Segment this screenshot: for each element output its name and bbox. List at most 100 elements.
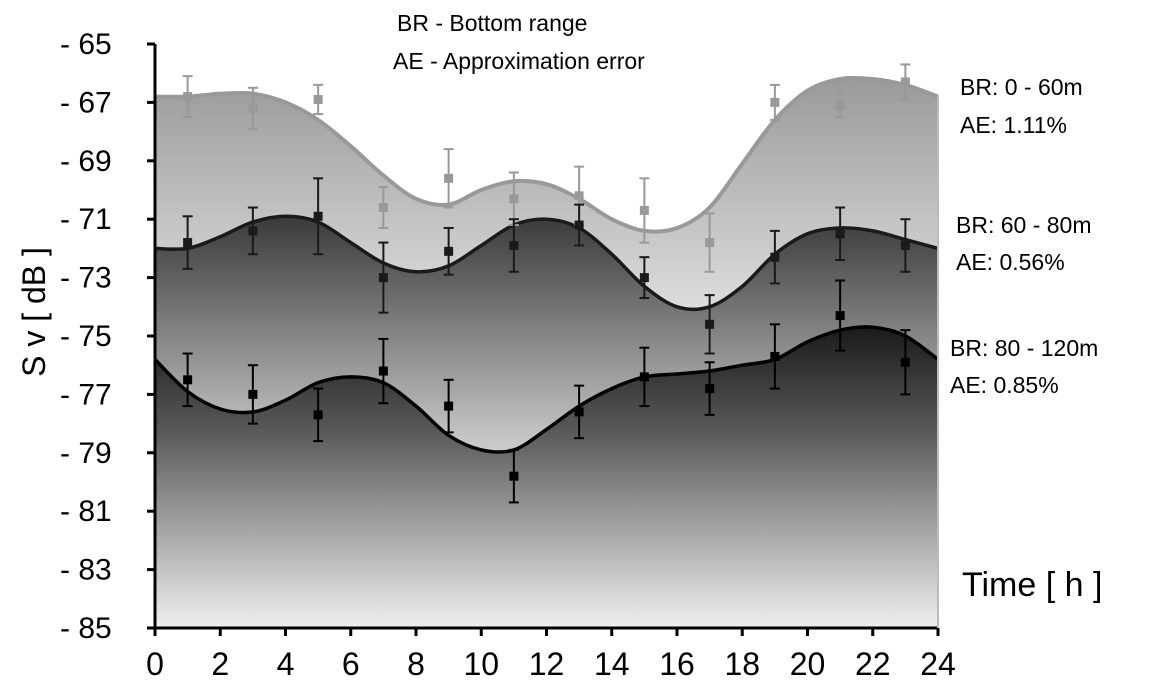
- x-ticks: 0 2 4 6 8 10 12 14 16 18 20 22 24: [146, 628, 956, 682]
- data-point-80-120m-t9: [443, 378, 454, 434]
- marker: [378, 273, 388, 283]
- x-axis-label: Time [ h ]: [962, 566, 1102, 604]
- y-tick-label: - 77: [60, 378, 112, 411]
- data-point-0-60m-t15: [639, 177, 650, 244]
- marker: [835, 311, 845, 321]
- marker: [770, 252, 780, 262]
- annotation-br-80-120: BR: 80 - 120m: [950, 335, 1098, 361]
- marker: [248, 389, 258, 399]
- marker: [705, 238, 715, 248]
- series-areas: [155, 77, 938, 629]
- x-tick-label: 8: [407, 646, 425, 682]
- y-tick-label: - 81: [60, 495, 112, 528]
- y-tick-label: - 75: [60, 320, 112, 353]
- marker: [183, 238, 193, 248]
- marker: [639, 372, 649, 382]
- data-point-60-80m-t9: [443, 226, 454, 276]
- data-point-0-60m-t9: [443, 148, 454, 209]
- data-point-0-60m-t5: [313, 83, 324, 116]
- x-tick-label: 4: [277, 646, 295, 682]
- marker: [444, 401, 454, 411]
- data-point-80-120m-t5: [313, 387, 324, 443]
- data-point-80-120m-t23: [900, 329, 911, 396]
- fit-line-0-60m: [154, 75, 939, 234]
- marker: [574, 407, 584, 417]
- area-80-120m: [155, 326, 938, 628]
- data-point-60-80m-t11: [508, 218, 519, 273]
- marker: [509, 240, 519, 250]
- x-tick-label: 6: [342, 646, 360, 682]
- data-point-60-80m-t17: [704, 294, 715, 355]
- fit-curves: [153, 75, 940, 454]
- data-point-80-120m-t1: [182, 352, 193, 408]
- marker: [639, 273, 649, 283]
- data-point-60-80m-t3: [247, 206, 258, 256]
- y-tick-label: - 79: [60, 437, 112, 470]
- x-tick-label: 16: [659, 646, 695, 682]
- legend-entry-br: BR - Bottom range: [397, 10, 587, 36]
- marker: [248, 103, 258, 113]
- annotation-br-0-60: BR: 0 - 60m: [960, 74, 1083, 100]
- x-tick-label: 10: [463, 646, 499, 682]
- marker: [313, 410, 323, 420]
- y-axis-label: S v [ dB ]: [16, 247, 52, 377]
- x-tick-label: 2: [211, 646, 229, 682]
- marker: [183, 92, 193, 102]
- marker: [705, 319, 715, 329]
- marker: [770, 97, 780, 107]
- marker: [900, 77, 910, 87]
- data-point-80-120m-t15: [639, 346, 650, 408]
- data-point-80-120m-t13: [574, 384, 585, 440]
- series-annotations: BR: 0 - 60m AE: 1.11% BR: 60 - 80m AE: 0…: [950, 74, 1098, 398]
- data-point-80-120m-t7: [378, 337, 389, 405]
- marker: [313, 211, 323, 221]
- marker: [378, 366, 388, 376]
- data-point-60-80m-t23: [900, 218, 911, 273]
- y-tick-label: - 73: [60, 262, 112, 295]
- data-point-80-120m-t21: [835, 279, 846, 352]
- data-point-60-80m-t13: [574, 203, 585, 247]
- y-tick-label: - 67: [60, 86, 112, 119]
- data-point-0-60m-t19: [769, 83, 780, 121]
- data-point-60-80m-t21: [835, 206, 846, 262]
- data-point-60-80m-t15: [639, 256, 650, 300]
- marker: [900, 240, 910, 250]
- y-tick-label: - 71: [60, 203, 112, 236]
- data-point-0-60m-t3: [247, 86, 258, 130]
- error-bars: [182, 63, 911, 504]
- data-point-80-120m-t17: [704, 361, 715, 416]
- y-tick-label: - 69: [60, 145, 112, 178]
- x-tick-label: 22: [855, 646, 891, 682]
- data-point-80-120m-t19: [769, 323, 780, 390]
- legend: BR - Bottom range AE - Approximation err…: [393, 10, 645, 74]
- data-point-60-80m-t19: [769, 229, 780, 285]
- marker: [183, 375, 193, 385]
- data-point-0-60m-t1: [182, 75, 193, 118]
- fit-line-80-120m: [153, 325, 940, 454]
- marker: [639, 205, 649, 215]
- marker: [444, 246, 454, 256]
- marker: [509, 471, 519, 481]
- legend-entry-ae: AE - Approximation error: [393, 48, 645, 74]
- marker: [900, 357, 910, 367]
- marker: [705, 384, 715, 394]
- y-tick-label: - 83: [60, 554, 112, 587]
- y-tick-label: - 85: [60, 612, 112, 645]
- data-point-0-60m-t23: [900, 63, 911, 101]
- marker: [835, 100, 845, 110]
- data-point-0-60m-t21: [835, 92, 846, 118]
- annotation-ae-60-80: AE: 0.56%: [956, 249, 1065, 275]
- data-point-0-60m-t17: [704, 212, 715, 273]
- marker: [313, 94, 323, 104]
- data-point-0-60m-t7: [378, 186, 389, 229]
- x-tick-label: 12: [529, 646, 565, 682]
- marker: [509, 194, 519, 204]
- x-tick-label: 24: [920, 646, 956, 682]
- x-tick-label: 14: [594, 646, 630, 682]
- data-point-80-120m-t3: [247, 364, 258, 425]
- x-tick-label: 0: [146, 646, 164, 682]
- marker: [770, 351, 780, 361]
- data-point-60-80m-t5: [313, 177, 324, 256]
- marker: [378, 203, 388, 213]
